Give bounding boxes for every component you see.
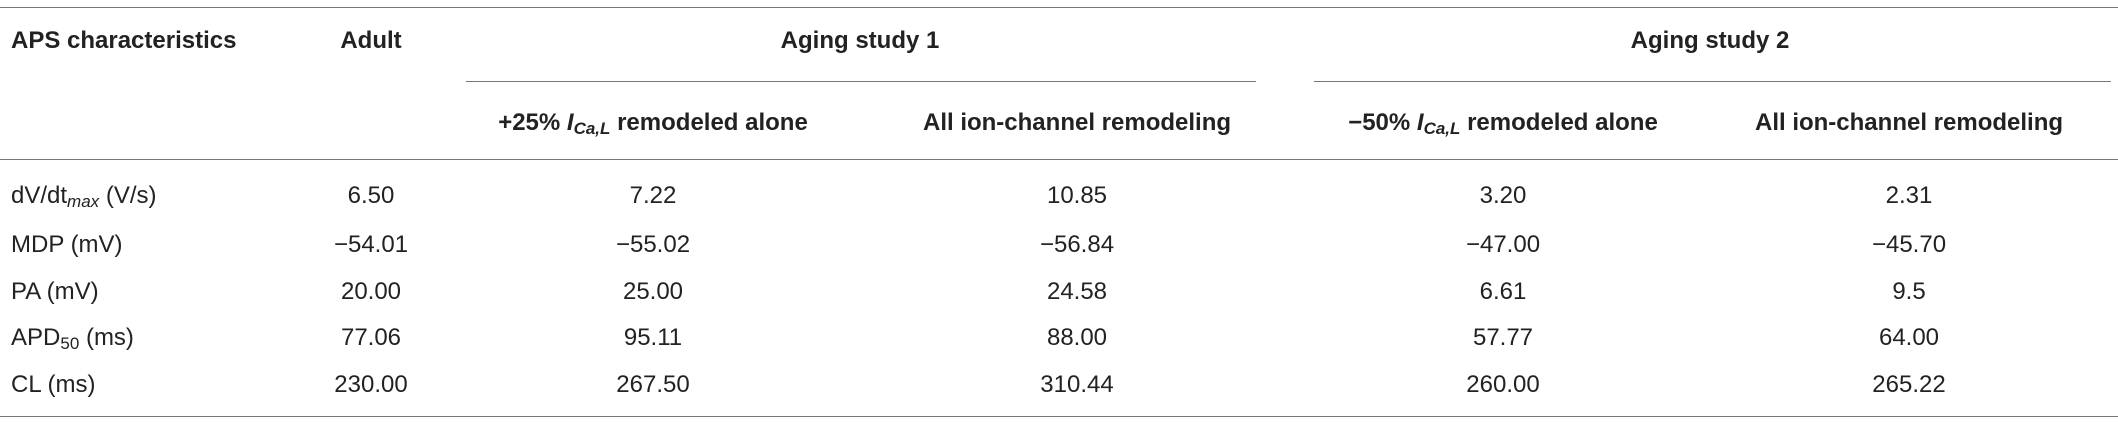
header-rule xyxy=(0,159,2118,160)
header-text: +25% xyxy=(498,109,567,136)
cell: 20.00 xyxy=(340,278,402,305)
cell: 77.06 xyxy=(340,324,402,351)
cell: −45.70 xyxy=(1871,231,1947,258)
cell: 3.20 xyxy=(1479,182,1527,209)
header-cell: +25% ICa,L remodeled alone xyxy=(498,109,808,137)
cell: 88.00 xyxy=(1046,324,1108,351)
cell: 25.00 xyxy=(622,278,684,305)
label-text: dV/dt xyxy=(11,182,68,209)
cell: 10.85 xyxy=(1046,182,1108,209)
cell: 57.77 xyxy=(1472,324,1534,351)
cell: 260.00 xyxy=(1466,371,1540,398)
group-rule xyxy=(466,81,1256,82)
label-subscript: max xyxy=(67,192,100,211)
row-label: MDP (mV) xyxy=(11,231,123,258)
header-text: remodeled alone xyxy=(610,109,808,136)
header-subscript: Ca,L xyxy=(573,119,611,138)
group-header: Aging study 2 xyxy=(1630,27,1790,54)
group-header: Aging study 1 xyxy=(780,27,940,54)
label-text: (ms) xyxy=(79,324,134,351)
cell: 265.22 xyxy=(1872,371,1946,398)
bottom-rule xyxy=(0,416,2118,417)
top-rule xyxy=(0,7,2118,8)
cell: −56.84 xyxy=(1039,231,1115,258)
header-cell: −50% ICa,L remodeled alone xyxy=(1348,109,1658,137)
header-cell: All ion-channel remodeling xyxy=(922,109,1232,136)
cell: 2.31 xyxy=(1885,182,1933,209)
cell: 95.11 xyxy=(623,324,683,351)
cell: 7.22 xyxy=(629,182,677,209)
row-label: CL (ms) xyxy=(11,371,96,398)
header-text: −50% xyxy=(1348,109,1417,136)
cell: 6.61 xyxy=(1479,278,1527,305)
cell: 310.44 xyxy=(1040,371,1114,398)
cell: −55.02 xyxy=(615,231,691,258)
cell: −47.00 xyxy=(1465,231,1541,258)
cell: 230.00 xyxy=(334,371,408,398)
header-symbol: I xyxy=(1416,109,1424,136)
cell: −54.01 xyxy=(333,231,409,258)
cell: 267.50 xyxy=(616,371,690,398)
row-label: dV/dtmax (V/s) xyxy=(11,182,157,210)
cell: 9.5 xyxy=(1892,278,1926,305)
cell: 64.00 xyxy=(1878,324,1940,351)
label-text: (V/s) xyxy=(99,182,157,209)
group-rule xyxy=(1314,81,2111,82)
header-cell: All ion-channel remodeling xyxy=(1754,109,2064,136)
cell: 6.50 xyxy=(347,182,395,209)
label-text: APD xyxy=(11,324,61,351)
row-label: PA (mV) xyxy=(11,278,99,305)
row-label: APD50 (ms) xyxy=(11,324,134,352)
header-cell: Adult xyxy=(340,27,402,54)
cell: 24.58 xyxy=(1046,278,1108,305)
header-symbol: I xyxy=(566,109,574,136)
header-subscript: Ca,L xyxy=(1423,119,1461,138)
header-text: remodeled alone xyxy=(1460,109,1658,136)
label-subscript: 50 xyxy=(60,334,80,353)
header-cell: APS characteristics xyxy=(11,27,237,54)
